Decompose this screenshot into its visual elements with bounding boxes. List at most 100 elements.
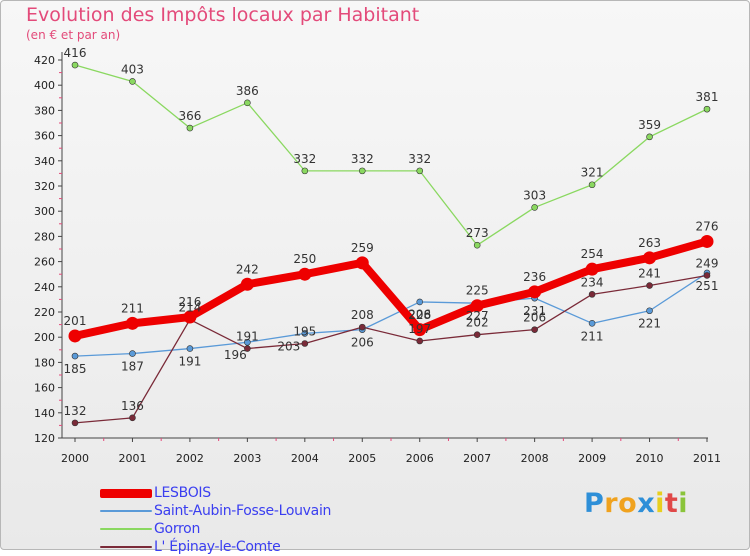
series-point-2 <box>186 124 194 132</box>
series-point-3 <box>588 291 596 298</box>
y-tick-label: 400 <box>34 79 55 92</box>
series-point-0 <box>183 310 197 324</box>
series-point-1 <box>244 338 251 346</box>
data-label: 386 <box>236 84 259 98</box>
y-tick-label: 280 <box>34 230 55 243</box>
y-tick-label: 120 <box>34 432 55 445</box>
x-tick-label: 2011 <box>693 452 721 465</box>
series-point-2 <box>531 204 538 211</box>
series-point-3 <box>703 272 711 279</box>
series-point-3 <box>244 345 251 352</box>
data-label: 216 <box>178 295 201 309</box>
data-label: 231 <box>523 304 546 318</box>
data-label: 263 <box>638 236 661 250</box>
data-label: 250 <box>293 252 316 266</box>
data-label: 227 <box>466 309 489 323</box>
data-label: 214 <box>178 301 201 315</box>
data-label: 201 <box>64 314 87 328</box>
data-label: 321 <box>581 166 604 180</box>
data-label: 228 <box>408 308 431 322</box>
x-tick-label: 2010 <box>636 452 664 465</box>
y-tick-label: 320 <box>34 180 55 193</box>
series-point-3 <box>646 282 653 289</box>
x-tick-label: 2000 <box>61 452 89 465</box>
series-point-3 <box>71 419 79 427</box>
data-label: 381 <box>696 90 719 104</box>
data-label: 206 <box>523 311 546 325</box>
legend-label: L' Épinay-le-Comte <box>154 539 281 555</box>
series-point-1 <box>71 352 79 360</box>
x-tick-label: 2005 <box>348 452 376 465</box>
series-point-2 <box>588 181 596 189</box>
data-label: 208 <box>351 308 374 322</box>
y-tick-label: 420 <box>34 54 55 67</box>
series-point-2 <box>71 61 79 69</box>
logo-letter: i <box>655 488 665 519</box>
logo-letter: t <box>664 488 679 519</box>
data-label: 359 <box>638 118 661 132</box>
x-tick-label: 2002 <box>176 452 204 465</box>
series-point-1 <box>646 307 653 315</box>
data-label: 259 <box>351 241 374 255</box>
x-tick-label: 2004 <box>291 452 319 465</box>
logo-letter: P <box>584 488 605 519</box>
data-label: 132 <box>64 404 87 418</box>
x-tick-label: 2007 <box>463 452 491 465</box>
data-label: 221 <box>638 317 661 331</box>
data-label: 211 <box>121 301 144 315</box>
data-label: 236 <box>523 270 546 284</box>
data-label: 276 <box>696 219 719 233</box>
y-tick-label: 300 <box>34 205 55 218</box>
x-tick-label: 2009 <box>578 452 606 465</box>
x-tick-label: 2008 <box>521 452 549 465</box>
y-tick-label: 180 <box>34 356 55 369</box>
series-point-0 <box>68 329 82 343</box>
data-label: 416 <box>64 46 87 60</box>
series-point-2 <box>703 105 711 113</box>
data-label: 191 <box>178 355 201 369</box>
data-label: 251 <box>696 279 719 293</box>
x-tick-label: 2006 <box>406 452 434 465</box>
series-point-0 <box>470 299 484 313</box>
logo-letter: i <box>678 488 689 519</box>
series-line-0 <box>71 237 711 340</box>
series-point-1 <box>588 320 596 327</box>
series-point-2 <box>416 167 424 175</box>
series-point-0 <box>298 267 312 281</box>
legend-item: LESBOIS <box>100 484 331 502</box>
series-point-3 <box>358 323 366 331</box>
x-tick-label: 2001 <box>118 452 146 465</box>
data-label: 187 <box>121 360 144 374</box>
series-line-3 <box>74 274 708 424</box>
data-label: 203 <box>277 339 300 353</box>
data-label: 254 <box>581 247 604 261</box>
data-label: 197 <box>408 322 431 336</box>
series-line-1 <box>74 272 708 357</box>
y-tick-label: 240 <box>34 281 55 294</box>
series-point-2 <box>244 99 251 107</box>
legend-item: L' Épinay-le-Comte <box>100 538 331 556</box>
series-point-2 <box>473 241 481 249</box>
data-label: 332 <box>351 152 374 166</box>
legend-label: Saint-Aubin-Fosse-Louvain <box>154 503 332 519</box>
data-label: 202 <box>466 316 489 330</box>
legend-item: Gorron <box>100 520 331 538</box>
data-label: 185 <box>64 362 87 376</box>
series-point-3 <box>531 326 538 333</box>
logo-letter: r <box>604 488 619 519</box>
data-label: 273 <box>466 226 489 240</box>
legend-swatch <box>100 488 152 498</box>
series-point-3 <box>416 337 424 345</box>
y-tick-label: 220 <box>34 306 55 319</box>
data-label: 366 <box>178 109 201 123</box>
chart-title: Evolution des Impôts locaux par Habitant <box>26 4 420 26</box>
series-point-1 <box>301 330 309 337</box>
y-tick-label: 340 <box>34 155 55 168</box>
legend-swatch <box>100 510 152 512</box>
y-tick-label: 200 <box>34 331 55 344</box>
series-point-2 <box>358 167 366 175</box>
y-tick-label: 380 <box>34 104 55 117</box>
series-point-1 <box>186 345 194 352</box>
data-label: 206 <box>408 308 431 322</box>
series-point-2 <box>129 78 136 85</box>
